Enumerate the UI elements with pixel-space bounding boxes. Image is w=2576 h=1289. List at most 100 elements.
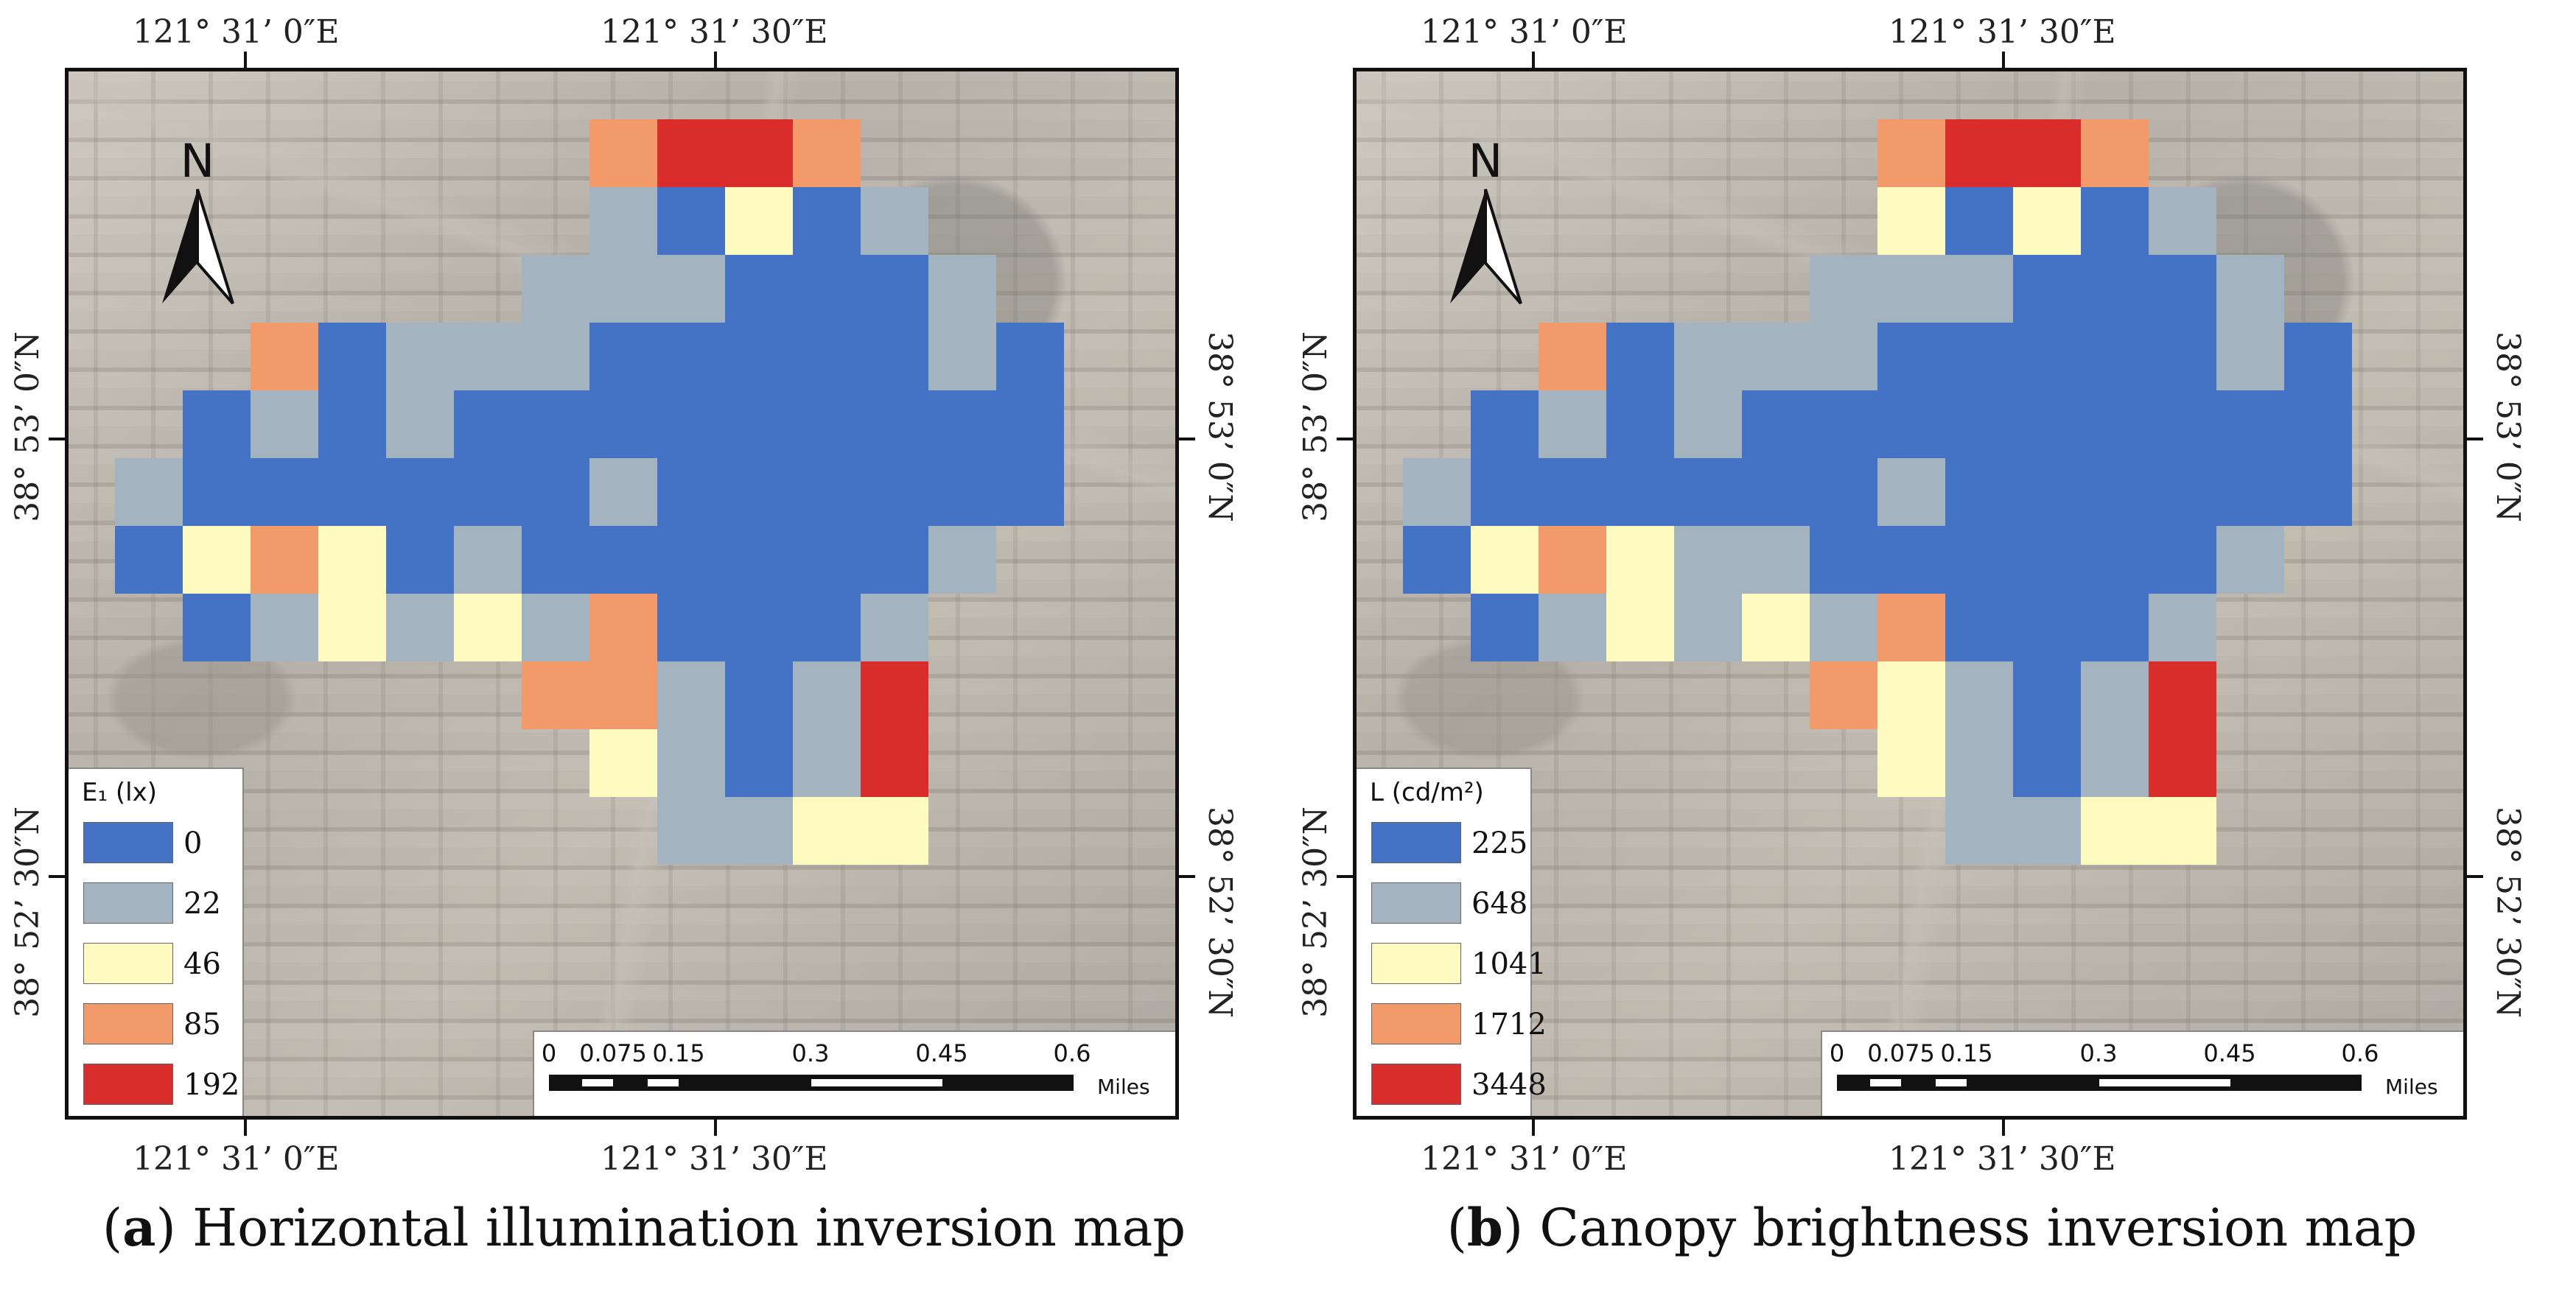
legend-label: 648 xyxy=(1471,887,1528,921)
grid-cell xyxy=(793,526,861,594)
grid-cell xyxy=(1945,661,2013,729)
tick-right-2 xyxy=(2465,875,2483,878)
grid-cell xyxy=(793,661,861,729)
grid-cell xyxy=(657,594,725,661)
grid-cell xyxy=(725,594,793,661)
grid-cell xyxy=(2081,729,2149,797)
grid-cell xyxy=(386,526,454,594)
legend-swatch xyxy=(83,1003,173,1044)
grid-cell xyxy=(1810,323,1877,390)
grid-cell xyxy=(318,458,386,526)
grid-cell xyxy=(928,458,996,526)
grid-cell xyxy=(2216,458,2284,526)
grid-cell xyxy=(1877,458,1945,526)
grid-cell xyxy=(2081,323,2149,390)
grid-cell xyxy=(1877,729,1945,797)
grid-cell xyxy=(2081,526,2149,594)
scale-bar-b: 0 0.075 0.15 0.3 0.45 0.6 Miles xyxy=(1821,1030,2463,1116)
grid-cell xyxy=(386,594,454,661)
grid-cell xyxy=(861,797,928,865)
grid-cell xyxy=(251,390,318,458)
lon-label-bottom-left: 121° 31’ 0″E xyxy=(133,1140,340,1178)
grid-cell xyxy=(725,390,793,458)
grid-cell xyxy=(725,187,793,255)
scale-bar-graphic xyxy=(1837,1075,2362,1091)
grid-cell xyxy=(793,594,861,661)
grid-cell xyxy=(861,661,928,729)
grid-cell xyxy=(861,187,928,255)
grid-cell xyxy=(2013,390,2081,458)
grid-cell xyxy=(2013,119,2081,187)
grid-cell xyxy=(1471,526,1539,594)
lat-label-right-upper: 38° 53’ 0″N xyxy=(2489,331,2527,522)
grid-cell xyxy=(1810,661,1877,729)
grid-cell xyxy=(115,458,183,526)
tick-top-2 xyxy=(714,52,717,69)
grid-cell xyxy=(1606,323,1674,390)
grid-cell xyxy=(589,661,657,729)
legend-item-3: 85 xyxy=(83,1003,238,1044)
legend-label: 46 xyxy=(183,947,221,981)
grid-cell xyxy=(1877,187,1945,255)
grid-cell xyxy=(589,323,657,390)
grid-cell xyxy=(793,187,861,255)
panel-b: 121° 31’ 0″E 121° 31’ 30″E 121° 31’ 0″E … xyxy=(1288,0,2576,1289)
grid-cell xyxy=(1945,187,2013,255)
scale-label-5: 0.6 xyxy=(2341,1039,2379,1067)
grid-cell xyxy=(1606,390,1674,458)
scale-label-1: 0.075 xyxy=(1867,1039,1935,1067)
legend-a: E₁ (lx) 0 22 46 85 192 xyxy=(69,768,244,1116)
grid-cell xyxy=(861,458,928,526)
tick-left-1 xyxy=(49,438,66,440)
legend-item-0: 225 xyxy=(1371,822,1527,863)
tick-left-2 xyxy=(1337,875,1354,878)
tick-top-1 xyxy=(244,52,247,69)
grid-cell xyxy=(861,729,928,797)
grid-cell xyxy=(657,323,725,390)
caption-b: (b) Canopy brightness inversion map xyxy=(1446,1197,2418,1258)
lon-label-bottom-right: 121° 31’ 30″E xyxy=(1889,1140,2116,1178)
caption-a: (a) Horizontal illumination inversion ma… xyxy=(102,1197,1186,1258)
legend-label: 0 xyxy=(183,826,203,860)
legend-swatch xyxy=(1371,882,1461,924)
grid-cell xyxy=(2149,797,2216,865)
caption-letter: b xyxy=(1466,1197,1503,1258)
grid-cell xyxy=(2013,729,2081,797)
grid-cell xyxy=(793,797,861,865)
grid-cell xyxy=(1606,594,1674,661)
grid-cell xyxy=(2013,323,2081,390)
grid-cell xyxy=(386,390,454,458)
grid-cell xyxy=(251,323,318,390)
grid-cell xyxy=(657,661,725,729)
lon-label-top-left: 121° 31’ 0″E xyxy=(1421,13,1628,51)
grid-cell xyxy=(1945,797,2013,865)
lon-label-top-left: 121° 31’ 0″E xyxy=(133,13,340,51)
grid-cell xyxy=(251,526,318,594)
grid-cell xyxy=(1945,390,2013,458)
grid-cell xyxy=(725,661,793,729)
grid-cell xyxy=(1945,255,2013,323)
map-frame-a: N E₁ (lx) 0 22 46 85 xyxy=(65,68,1179,1120)
grid-cell xyxy=(115,526,183,594)
grid-cell xyxy=(793,390,861,458)
grid-cell xyxy=(589,255,657,323)
grid-cell xyxy=(1810,526,1877,594)
grid-cell xyxy=(657,458,725,526)
caption-letter: a xyxy=(122,1197,156,1258)
grid-cell xyxy=(251,594,318,661)
grid-cell xyxy=(1810,594,1877,661)
lat-label-right-upper: 38° 53’ 0″N xyxy=(1201,331,1239,522)
map-frame-b: N L (cd/m²) 225 648 1041 1712 xyxy=(1353,68,2467,1120)
lat-label-left-lower: 38° 52’ 30″N xyxy=(1297,807,1334,1018)
grid-cell xyxy=(183,458,251,526)
grid-cell xyxy=(861,526,928,594)
legend-label: 3448 xyxy=(1471,1068,1547,1102)
grid-cell xyxy=(1945,323,2013,390)
grid-cell xyxy=(1471,390,1539,458)
scale-label-0: 0 xyxy=(541,1039,557,1067)
legend-item-1: 22 xyxy=(83,882,238,924)
lat-label-right-lower: 38° 52’ 30″N xyxy=(1201,807,1239,1018)
grid-cell xyxy=(318,390,386,458)
legend-label: 22 xyxy=(183,887,221,921)
grid-cell xyxy=(1877,323,1945,390)
